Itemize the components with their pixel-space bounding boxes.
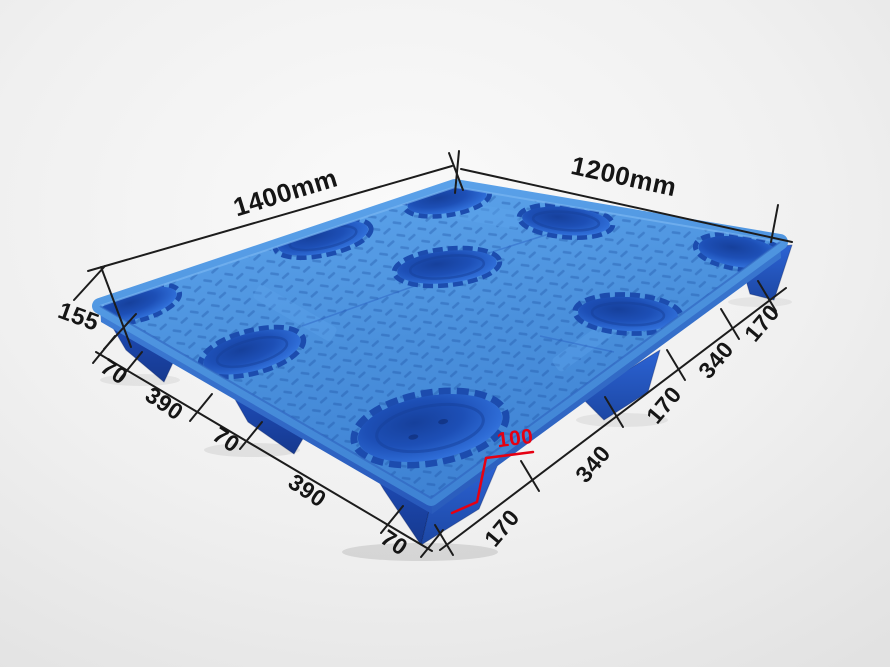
dim-tick [666,349,686,381]
dim-tick [189,393,213,422]
leg-height-leader-line [450,450,535,515]
dim-tick [770,204,779,243]
dim-tick [434,524,454,556]
dim-line-width [460,168,793,243]
dim-tick [92,335,116,364]
ground-shadows [100,297,792,561]
dimension-lines [73,150,793,558]
dim-line-length [87,165,453,272]
pallet-illustration [92,179,793,546]
dim-tick [520,460,540,492]
dim-tick [73,265,106,301]
dim-line-height [100,266,132,348]
dim-tick [239,421,263,450]
deck-seam [301,283,421,327]
deck-texture [100,187,780,498]
dim-tick [448,152,464,191]
dim-tick [420,529,444,558]
leg-height-callout: 100 [450,425,535,515]
dim-line-right-edge [439,287,787,551]
dim-tick [119,351,143,380]
dim-tick [604,396,624,428]
dim-tick [720,308,740,340]
dim-tick [380,505,404,534]
dim-line-left-edge [95,351,433,552]
deck-edge-shadow-line [99,241,781,500]
dim-label-leg-height: 100 [496,425,535,452]
pocket-front-corner [350,387,510,469]
dim-tick [454,150,460,194]
dim-tick [757,280,777,312]
deck-seam [539,335,615,353]
deck-patch [253,285,337,341]
